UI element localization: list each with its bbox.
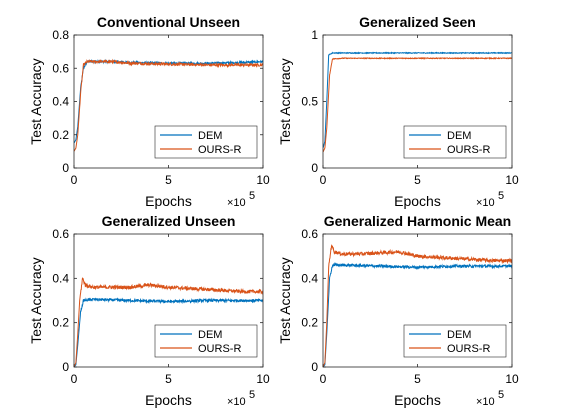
legend: DEM OURS-R bbox=[403, 324, 507, 358]
y-tick-label: 0.2 bbox=[52, 316, 69, 330]
x-axis-multiplier: ×10 bbox=[476, 197, 495, 209]
legend: DEM OURS-R bbox=[154, 324, 258, 358]
legend-box bbox=[154, 324, 258, 358]
y-tick-label: 0 bbox=[62, 360, 69, 374]
chart-title: Generalized Unseen bbox=[102, 213, 236, 229]
series-line-dem bbox=[323, 262, 512, 367]
series-line-ours-r bbox=[323, 56, 512, 153]
x-tick-label: 0 bbox=[320, 173, 327, 187]
y-tick-label: 0 bbox=[62, 161, 69, 175]
x-tick-label: 5 bbox=[414, 173, 421, 187]
y-axis-label: Test Accuracy bbox=[277, 58, 293, 144]
legend-label: DEM bbox=[198, 329, 222, 341]
legend: DEM OURS-R bbox=[154, 125, 258, 159]
x-axis-multiplier-exponent: 5 bbox=[249, 190, 255, 202]
x-tick-label: 10 bbox=[256, 372, 270, 386]
legend-label: OURS-R bbox=[447, 144, 490, 156]
x-axis-multiplier-exponent: 5 bbox=[498, 190, 504, 202]
x-axis-multiplier: ×10 bbox=[227, 197, 246, 209]
y-tick-label: 0.2 bbox=[52, 128, 69, 142]
y-tick-label: 0.8 bbox=[52, 28, 69, 42]
series-line-ours-r bbox=[74, 277, 263, 367]
x-tick-label: 5 bbox=[414, 372, 421, 386]
y-tick-label: 0.4 bbox=[52, 95, 69, 109]
x-tick-label: 0 bbox=[320, 372, 327, 386]
y-tick-label: 0.4 bbox=[301, 271, 318, 285]
y-axis-label: Test Accuracy bbox=[28, 58, 44, 144]
y-axis-label: Test Accuracy bbox=[277, 257, 293, 343]
x-axis-label: Epochs bbox=[145, 392, 192, 408]
x-axis-multiplier: ×10 bbox=[476, 396, 495, 408]
legend-label: DEM bbox=[198, 130, 222, 142]
legend-label: OURS-R bbox=[447, 343, 490, 355]
y-tick-label: 1 bbox=[311, 28, 318, 42]
y-tick-label: 0.2 bbox=[301, 316, 318, 330]
legend-box bbox=[154, 125, 258, 159]
y-tick-label: 0.6 bbox=[301, 227, 318, 241]
x-tick-label: 5 bbox=[165, 173, 172, 187]
x-axis-label: Epochs bbox=[394, 193, 441, 209]
chart-title: Generalized Seen bbox=[359, 14, 476, 30]
chart-title: Conventional Unseen bbox=[97, 14, 240, 30]
legend-box bbox=[403, 125, 507, 159]
x-axis-label: Epochs bbox=[394, 392, 441, 408]
x-tick-label: 5 bbox=[165, 372, 172, 386]
chart-title: Generalized Harmonic Mean bbox=[324, 213, 512, 229]
y-tick-label: 0 bbox=[311, 360, 318, 374]
legend-label: OURS-R bbox=[198, 343, 241, 355]
x-axis-multiplier: ×10 bbox=[227, 396, 246, 408]
legend-label: OURS-R bbox=[198, 144, 241, 156]
y-tick-label: 0.6 bbox=[52, 61, 69, 75]
y-tick-label: 0.5 bbox=[301, 95, 318, 109]
y-tick-label: 0.4 bbox=[52, 271, 69, 285]
legend-box bbox=[403, 324, 507, 358]
x-tick-label: 0 bbox=[71, 173, 78, 187]
legend: DEM OURS-R bbox=[403, 125, 507, 159]
series-line-ours-r bbox=[323, 243, 512, 367]
y-tick-label: 0 bbox=[311, 161, 318, 175]
x-tick-label: 0 bbox=[71, 372, 78, 386]
legend-label: DEM bbox=[447, 130, 471, 142]
x-axis-label: Epochs bbox=[145, 193, 192, 209]
series-line-dem bbox=[323, 51, 512, 149]
series-line-dem bbox=[74, 297, 263, 367]
x-axis-multiplier-exponent: 5 bbox=[498, 389, 504, 401]
x-tick-label: 10 bbox=[505, 173, 519, 187]
series-line-ours-r bbox=[74, 58, 263, 152]
x-tick-label: 10 bbox=[505, 372, 519, 386]
y-tick-label: 0.6 bbox=[52, 227, 69, 241]
y-axis-label: Test Accuracy bbox=[28, 257, 44, 343]
x-axis-multiplier-exponent: 5 bbox=[249, 389, 255, 401]
x-tick-label: 10 bbox=[256, 173, 270, 187]
legend-label: DEM bbox=[447, 329, 471, 341]
